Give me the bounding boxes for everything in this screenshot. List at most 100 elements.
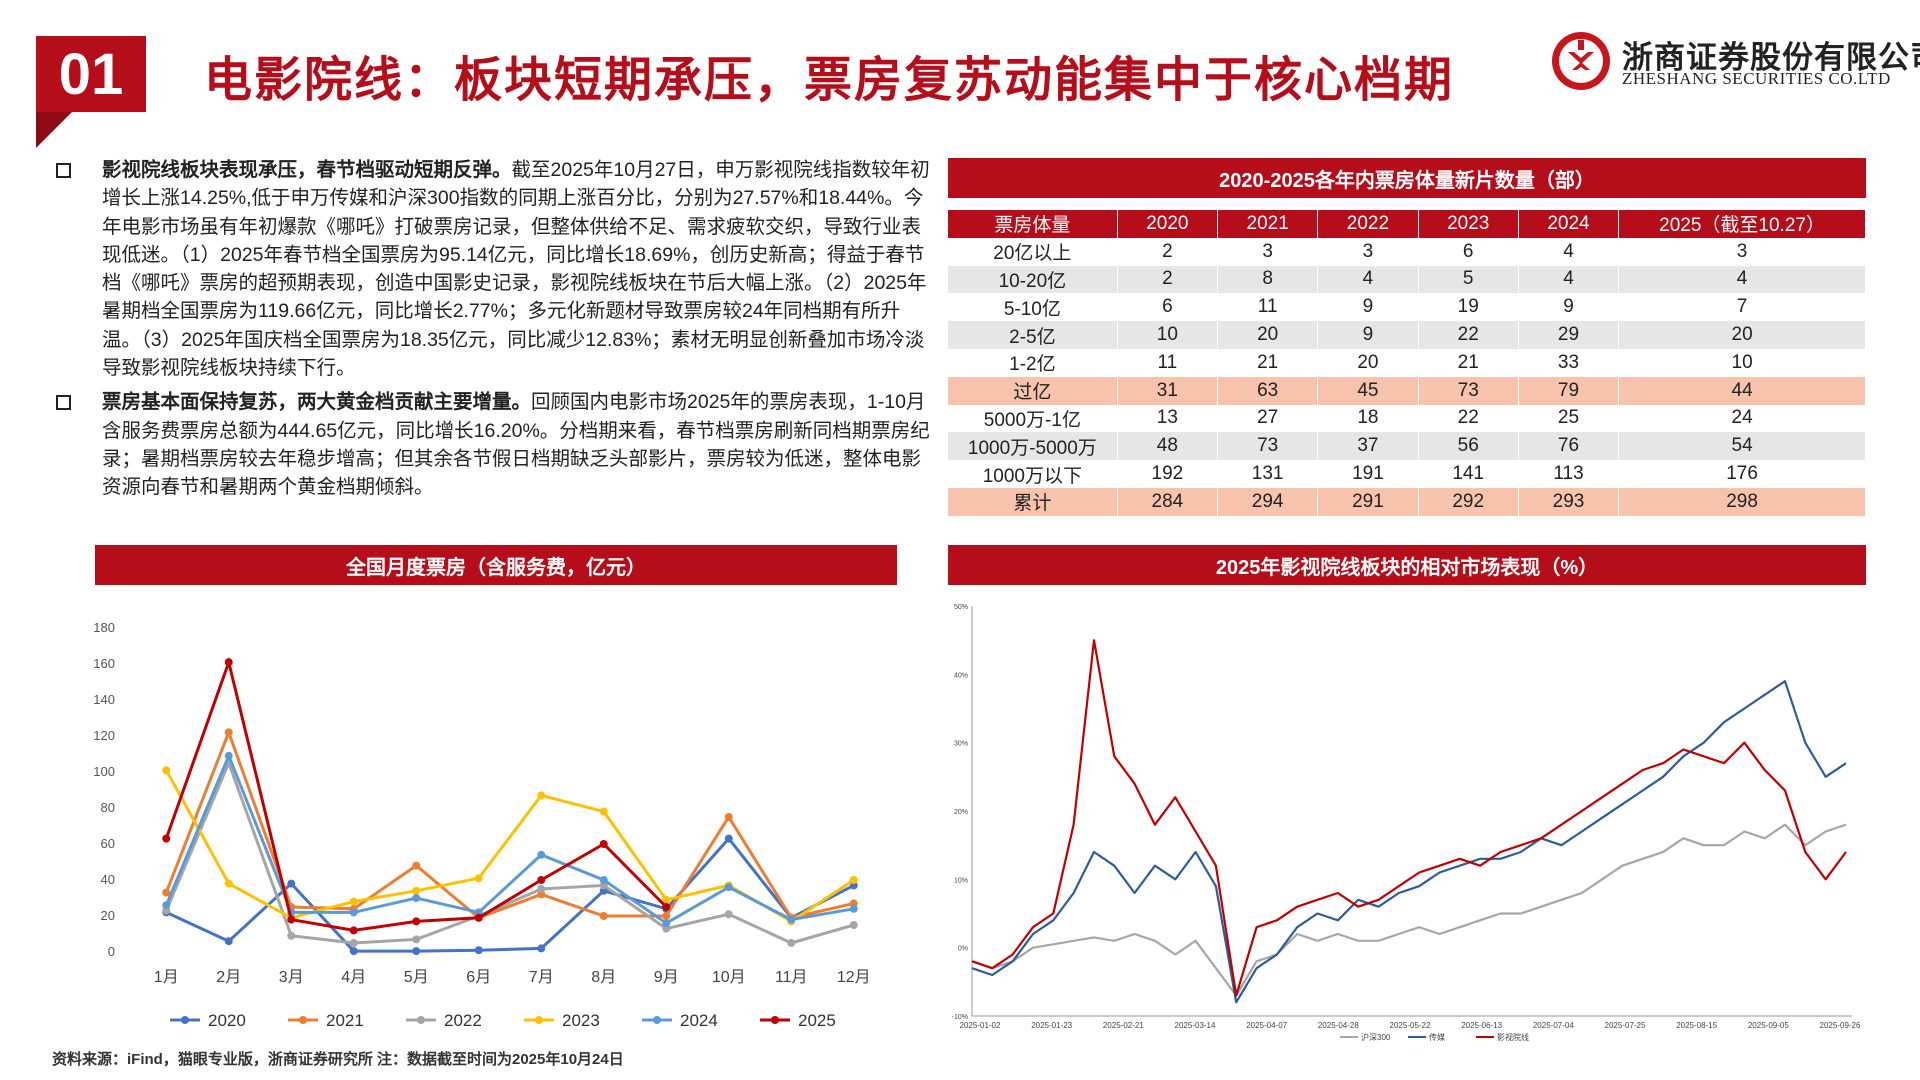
table-header-cell: 2022 xyxy=(1317,210,1419,238)
table-cell: 22 xyxy=(1418,404,1519,433)
table-cell: 79 xyxy=(1518,376,1620,405)
table-header-cell: 票房体量 xyxy=(948,210,1118,238)
table-cell: 191 xyxy=(1317,460,1419,488)
data-point-2024 xyxy=(662,919,671,928)
x-tick-label: 3月 xyxy=(279,969,304,986)
table-row: 1000万以下 192 131 191 141 113 176 xyxy=(948,460,1866,488)
data-point-2021 xyxy=(162,888,171,897)
table-header-cell: 2021 xyxy=(1217,210,1319,238)
paragraph-1-body: 截至2025年10月27日，申万影视院线指数较年初增长上涨14.25%,低于申万… xyxy=(102,159,930,380)
paragraph-2-body: 回顾国内电影市场2025年的票房表现，1-10月含服务费票房总额为444.65亿… xyxy=(102,391,930,499)
x-tick-label: 2025-04-28 xyxy=(1318,1021,1359,1030)
data-point-2025 xyxy=(349,926,358,935)
table-cell: 25 xyxy=(1518,404,1620,433)
table-cell: 过亿 xyxy=(948,376,1118,405)
legend-marker-2024 xyxy=(653,1016,661,1024)
x-tick-label: 4月 xyxy=(341,969,366,986)
table-row: 1-2亿 11 21 20 21 33 10 xyxy=(948,348,1866,377)
page-title: 电影院线：板块短期承压，票房复苏动能集中于核心档期 xyxy=(204,54,1455,107)
data-point-2021 xyxy=(599,912,608,920)
table-cell: 1000万以下 xyxy=(948,460,1118,488)
data-point-2023 xyxy=(537,791,546,800)
x-tick-label: 2025-06-13 xyxy=(1461,1021,1502,1030)
table-row: 过亿 31 63 45 73 79 44 xyxy=(948,376,1866,405)
x-tick-label: 1月 xyxy=(154,969,179,986)
x-tick-label: 9月 xyxy=(654,969,679,986)
data-point-2024 xyxy=(224,751,233,760)
legend-label: 2021 xyxy=(326,1011,364,1030)
data-point-2020 xyxy=(537,944,546,953)
table-cell: 6 xyxy=(1418,237,1519,266)
series-line-2022 xyxy=(164,758,855,945)
legend-label: 影视院线 xyxy=(1497,1032,1529,1042)
table-cell: 45 xyxy=(1317,376,1419,405)
data-point-2025 xyxy=(537,876,546,884)
y-tick-label: -10% xyxy=(952,1014,968,1021)
bullet-square-icon xyxy=(56,395,71,411)
legend-marker-2022 xyxy=(417,1016,425,1024)
x-tick-label: 2025-01-23 xyxy=(1031,1021,1072,1030)
table-cell: 113 xyxy=(1518,460,1620,488)
y-tick-label: 120 xyxy=(93,728,115,743)
table-cell: 131 xyxy=(1217,460,1319,488)
data-point-2021 xyxy=(662,912,671,920)
legend-marker-2021 xyxy=(299,1016,307,1024)
table-cell: 284 xyxy=(1117,487,1219,516)
y-tick-label: 80 xyxy=(101,800,115,815)
data-point-2025 xyxy=(412,917,421,926)
table-cell: 2 xyxy=(1117,237,1219,266)
data-point-2023 xyxy=(162,766,171,775)
x-tick-label: 2025-01-02 xyxy=(960,1021,1001,1030)
table-cell: 10 xyxy=(1117,321,1219,349)
table-row: 10-20亿 2 8 4 5 4 4 xyxy=(948,265,1866,294)
data-point-2025 xyxy=(474,913,483,922)
table-cell: 37 xyxy=(1317,432,1419,461)
table-cell: 2-5亿 xyxy=(948,321,1118,349)
table-cell: 31 xyxy=(1117,376,1219,405)
table-cell: 11 xyxy=(1217,293,1319,322)
y-tick-label: 30% xyxy=(954,741,968,748)
table-row: 2-5亿 10 20 9 22 29 20 xyxy=(948,321,1866,349)
x-tick-label: 2025-07-04 xyxy=(1533,1021,1574,1030)
x-tick-label: 2025-09-26 xyxy=(1820,1021,1861,1030)
y-tick-label: 40% xyxy=(954,672,968,679)
table-cell: 298 xyxy=(1618,487,1866,516)
x-tick-label: 2月 xyxy=(216,969,241,986)
y-tick-label: 0% xyxy=(958,946,968,953)
zheshang-logo-icon xyxy=(1552,32,1610,90)
table-cell: 19 xyxy=(1418,293,1519,322)
box-office-table: 票房体量 2020 2021 2022 2023 2024 2025（截至10.27） 20… xyxy=(948,210,1866,516)
table-cell: 33 xyxy=(1518,348,1620,377)
y-tick-label: 20 xyxy=(101,908,115,923)
data-point-2025 xyxy=(162,834,171,843)
y-tick-label: 50% xyxy=(954,604,968,611)
bullet-square-icon xyxy=(56,163,71,178)
table-cell: 1000万-5000万 xyxy=(948,432,1118,461)
y-tick-label: 160 xyxy=(93,656,115,671)
data-point-2024 xyxy=(349,908,358,917)
table-cell: 5000万-1亿 xyxy=(948,404,1118,433)
table-row: 5000万-1亿 13 27 18 22 25 24 xyxy=(948,404,1866,433)
data-point-2024 xyxy=(537,850,546,859)
legend-label: 2025 xyxy=(798,1011,836,1030)
x-tick-label: 2025-04-07 xyxy=(1246,1021,1287,1030)
table-cell: 21 xyxy=(1418,348,1519,377)
table-cell: 141 xyxy=(1418,460,1519,488)
data-point-2022 xyxy=(787,939,796,947)
table-cell: 8 xyxy=(1217,265,1319,294)
monthly-box-office-chart: 0 20 40 60 80 100 120 140 160 180 1月 2月 3月 4月 5月 6月 7月 8月… xyxy=(93,620,870,1030)
table-cell: 4 xyxy=(1618,265,1866,294)
table-header-cell: 2025（截至10.27） xyxy=(1618,210,1866,238)
data-point-2023 xyxy=(474,874,483,883)
data-point-2022 xyxy=(287,931,296,940)
table-cell: 294 xyxy=(1217,487,1319,516)
table-cell: 2 xyxy=(1117,265,1219,294)
table-cell: 44 xyxy=(1618,376,1866,405)
table-cell: 73 xyxy=(1418,376,1519,405)
data-point-2024 xyxy=(599,876,608,884)
table-cell: 5 xyxy=(1418,265,1519,294)
data-point-2021 xyxy=(412,861,421,870)
data-point-2025 xyxy=(287,915,296,924)
badge-fold-decoration xyxy=(36,112,72,148)
data-point-2022 xyxy=(537,885,546,893)
